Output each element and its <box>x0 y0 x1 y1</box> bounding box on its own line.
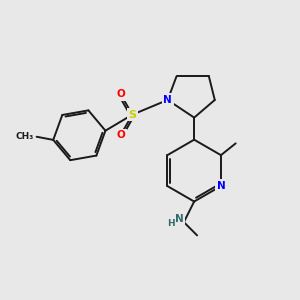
Text: O: O <box>116 89 125 99</box>
Text: N: N <box>175 214 184 224</box>
Text: S: S <box>128 110 136 120</box>
Text: H: H <box>167 219 174 228</box>
Text: N: N <box>163 95 172 105</box>
Text: CH₃: CH₃ <box>15 132 34 141</box>
Text: O: O <box>116 130 125 140</box>
Text: N: N <box>217 181 225 191</box>
